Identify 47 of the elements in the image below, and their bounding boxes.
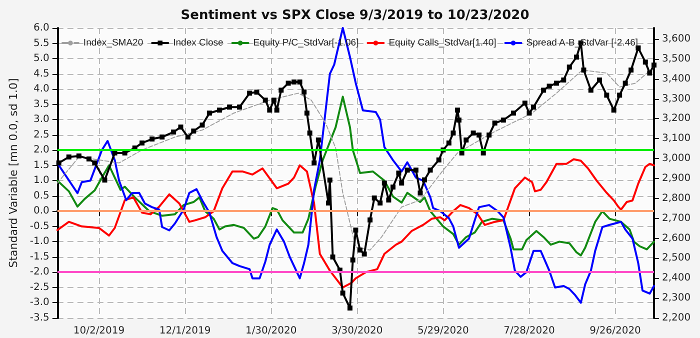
y-tick-label: -1.0 — [30, 236, 50, 248]
y-tick-label: 2.0 — [34, 144, 50, 156]
y2-tick-label: 3,500 — [662, 53, 691, 64]
y-tick-label: 2.5 — [34, 129, 50, 140]
y2-tick-label: 3,100 — [662, 133, 691, 144]
y-tick-label: 1.0 — [34, 175, 50, 186]
y2-tick-label: 2,600 — [662, 232, 691, 244]
x-tick-label: 5/29/2020 — [418, 326, 469, 336]
y2-tick-label: 2,300 — [662, 292, 691, 304]
x-tick-label: 7/28/2020 — [504, 326, 555, 336]
y-tick-label: -3.0 — [30, 297, 50, 308]
y2-tick-label: 3,300 — [662, 93, 691, 104]
y-tick-label: 0.5 — [34, 190, 50, 202]
legend-label: Index Close — [173, 38, 224, 48]
y2-tick-label: 2,200 — [662, 312, 691, 324]
x-tick-label: 3/30/2020 — [332, 326, 383, 336]
y-tick-label: 5.5 — [34, 38, 50, 49]
y2-tick-label: 3,000 — [662, 153, 691, 164]
y-tick-label: 4.5 — [34, 68, 50, 80]
y-tick-label: -0.5 — [30, 220, 50, 232]
y-tick-label: 1.5 — [34, 160, 50, 171]
x-tick-label: 1/30/2020 — [245, 326, 297, 336]
legend-label: Equity Calls_StdVar[1.40] — [388, 38, 496, 48]
y-tick-label: 5.0 — [34, 53, 50, 64]
y2-tick-label: 2,700 — [662, 212, 691, 224]
y2-tick-label: 2,900 — [662, 172, 691, 184]
x-tick-label: 10/2/2019 — [73, 326, 125, 336]
y2-tick-label: 2,400 — [662, 272, 691, 284]
y-tick-label: 4.0 — [34, 84, 50, 95]
y-tick-label: -1.5 — [30, 251, 50, 262]
y-tick-label: -3.5 — [30, 312, 50, 324]
y-tick-label: -2.0 — [30, 266, 50, 278]
x-tick-label: 12/1/2019 — [159, 326, 211, 336]
y2-tick-label: 3,400 — [662, 73, 691, 84]
y2-tick-label: 3,600 — [662, 33, 691, 44]
chart-title: Sentiment vs SPX Close 9/3/2019 to 10/23/2020 — [180, 8, 530, 23]
y-tick-label: 0.0 — [34, 206, 50, 217]
y2-tick-label: 3,200 — [662, 113, 691, 124]
x-tick-label: 9/26/2020 — [590, 326, 641, 336]
y-tick-label: 3.5 — [34, 98, 50, 110]
y-tick-label: 3.0 — [34, 114, 50, 126]
y-tick-label: 6.0 — [34, 22, 50, 34]
y-axis-title: Standard Variable [mn 0.0, sd 1.0] — [7, 78, 20, 268]
y2-tick-label: 2,500 — [662, 252, 691, 264]
legend-label: Index_SMA20 — [83, 38, 144, 48]
y-tick-label: -2.5 — [30, 282, 50, 293]
y2-tick-label: 2,800 — [662, 192, 691, 204]
